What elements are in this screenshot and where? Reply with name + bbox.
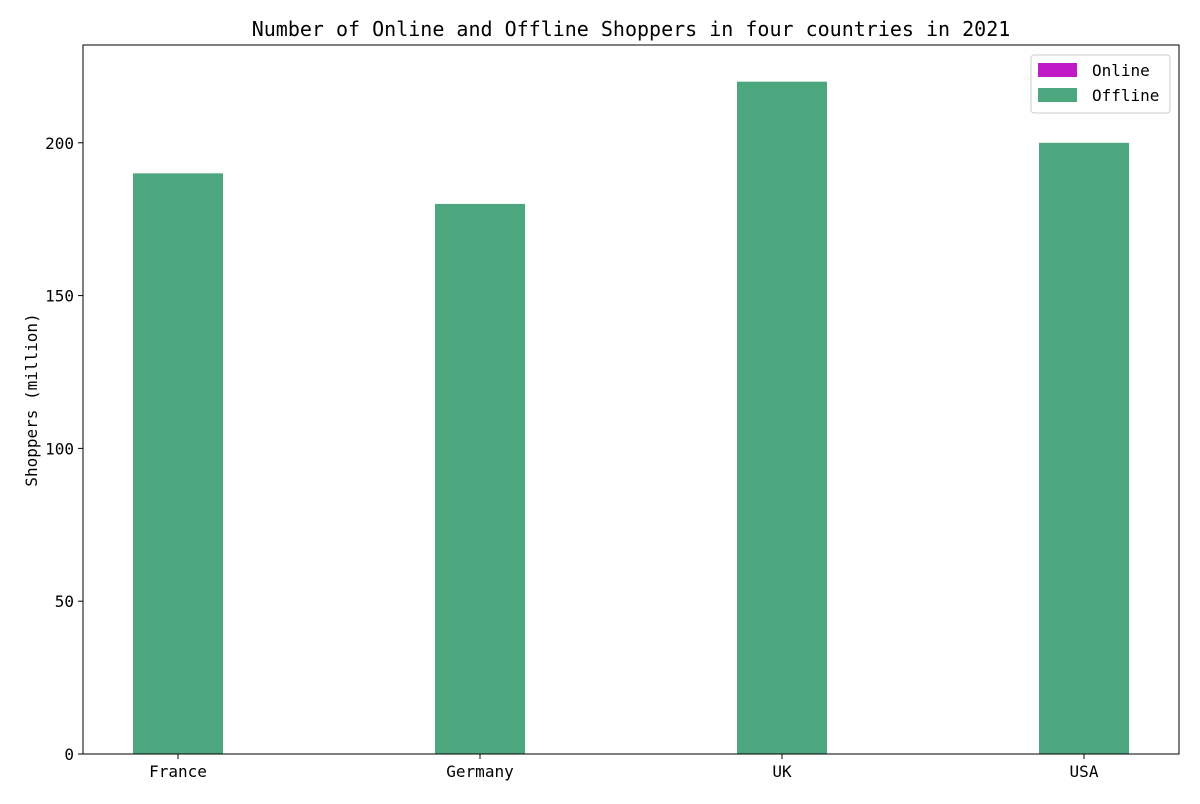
x-tick-label: France (149, 762, 207, 781)
bar-offline-germany (435, 203, 525, 754)
y-axis-label: Shoppers (million) (22, 313, 41, 486)
y-tick-label: 200 (45, 134, 74, 153)
y-tick-label: 50 (55, 592, 74, 611)
chart-title: Number of Online and Offline Shoppers in… (252, 17, 1011, 41)
legend-swatch-online (1038, 63, 1077, 77)
x-tick-label: UK (772, 762, 792, 781)
legend-label-offline: Offline (1092, 86, 1159, 105)
bar-offline-uk (737, 81, 827, 754)
x-tick-label: USA (1070, 762, 1099, 781)
legend: Online Offline (1030, 54, 1171, 114)
y-tick-label: 100 (45, 439, 74, 458)
legend-label-online: Online (1092, 61, 1150, 80)
legend-swatch-offline (1038, 88, 1077, 102)
plot-area (133, 81, 1129, 755)
x-tick-label: Germany (446, 762, 514, 781)
plot-frame (82, 44, 1180, 755)
bar-offline-usa (1039, 142, 1129, 755)
bar-offline-france (133, 173, 223, 754)
y-tick-label: 150 (45, 287, 74, 306)
y-tick-label: 0 (64, 745, 74, 764)
axes: France Germany UK USA 0 50 100 150 200 (45, 134, 1099, 781)
